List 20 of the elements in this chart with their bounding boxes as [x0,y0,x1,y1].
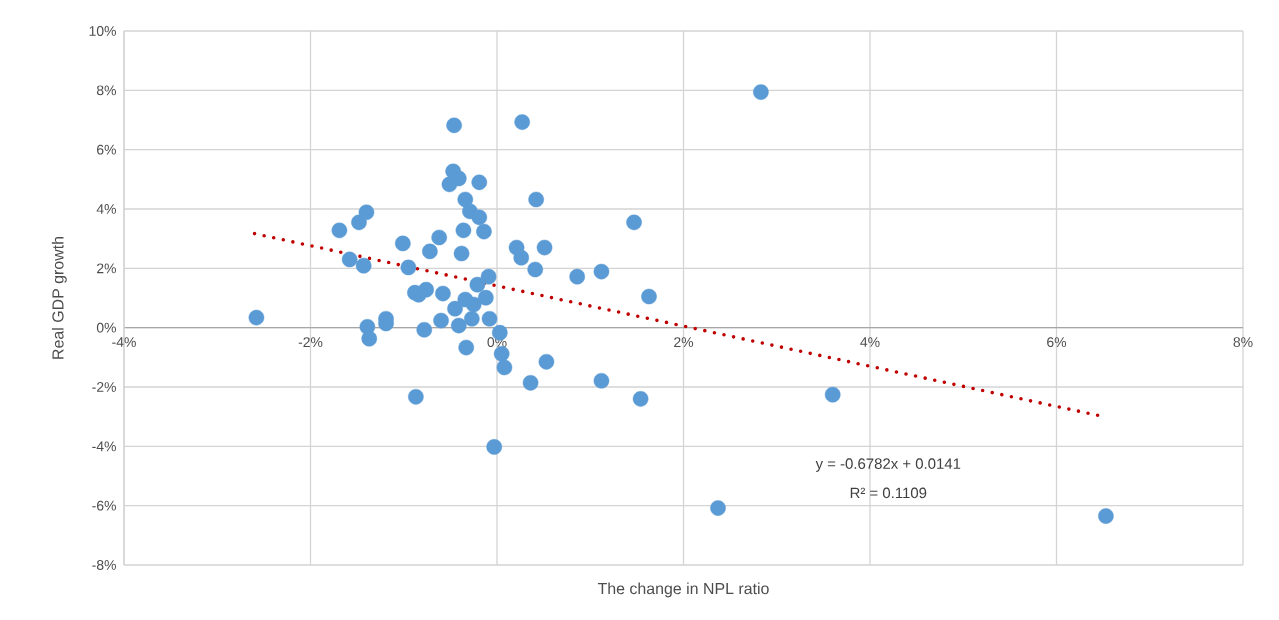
y-tick-label: 2% [97,263,116,274]
annotation: y = -0.6782x + 0.0141 [815,458,961,472]
annotation: R² = 0.1109 [850,487,927,499]
y-tick-label: 4% [96,204,116,214]
x-tick-label: 4% [860,337,880,347]
x-tick-label: -4% [112,337,136,347]
y-tick-label: 8% [96,85,116,96]
x-tick-label: -2% [298,337,323,347]
y-tick-label: 10% [89,26,116,36]
x-tick-label: 6% [1047,337,1067,348]
y-tick-label: -8% [92,560,116,570]
x-tick-label: 2% [674,337,694,347]
y-axis-title: Real GDP growth [51,237,67,359]
x-axis-title: The change in NPL ratio [597,582,769,598]
x-tick-label: 8% [1233,337,1253,348]
y-tick-label: 6% [97,144,116,155]
y-tick-label: -2% [92,382,116,392]
y-tick-label: 0% [96,322,116,333]
y-tick-label: -4% [92,441,116,452]
y-tick-label: -6% [92,500,116,511]
